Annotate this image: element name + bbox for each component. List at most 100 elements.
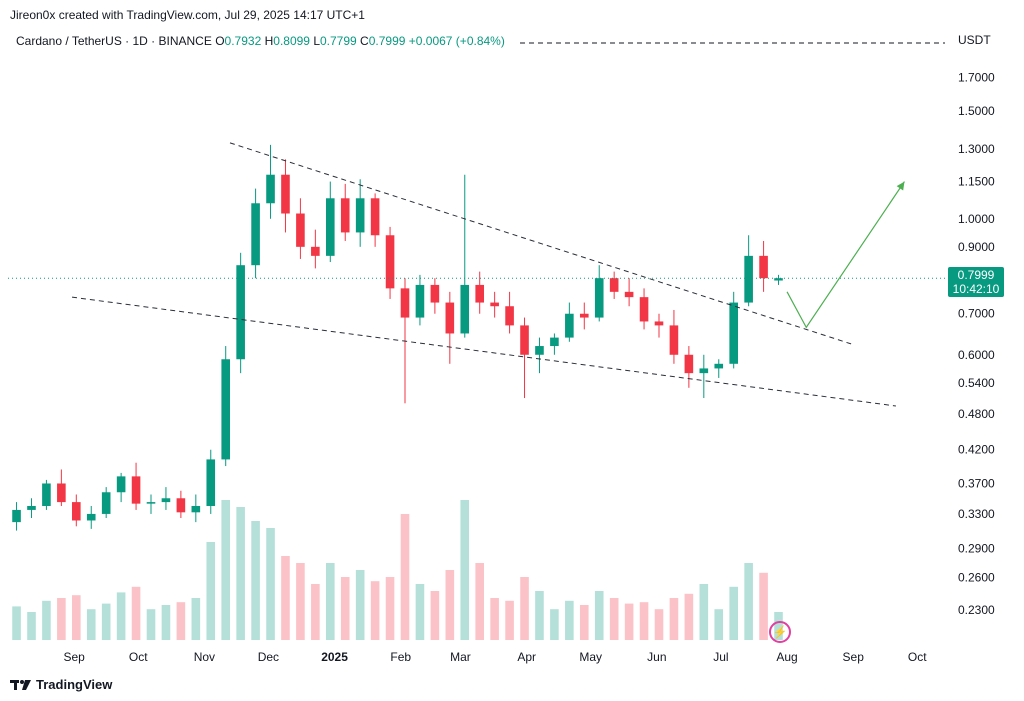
price-tick-label: 0.6000 [958,348,995,362]
price-tick-label: 0.4800 [958,407,995,421]
volume-bar [370,581,380,640]
volume-bar [131,586,141,640]
candle-body [594,278,604,318]
volume-bar [42,600,51,640]
time-tick-label: Nov [194,650,215,664]
last-price-value: 0.7999 [957,268,995,282]
candle-body [12,509,21,523]
high-label: H [264,34,274,48]
volume-bar [12,606,21,640]
candle-body [206,459,216,506]
tradingview-logo-icon [10,679,31,690]
candle-body [550,337,559,347]
volume-bar [505,600,514,640]
volume-bar [176,602,186,640]
time-tick-label: Oct [908,650,927,664]
volume-bar [311,584,320,640]
volume-bar [550,609,559,640]
volume-bar [57,598,66,640]
volume-bar [624,603,634,640]
candle-body [654,321,664,326]
trendlines [71,142,896,407]
volume-bar [340,577,350,640]
trendline [71,296,896,407]
price-tick-label: 0.3300 [958,507,995,521]
volume-bar [594,591,604,640]
candle-body [609,278,619,292]
price-tick-label: 0.2900 [958,541,995,555]
candle-body [759,255,768,279]
candle-body [251,203,260,266]
volume-bar [759,572,768,640]
volume-bar [161,605,171,640]
volume-bar [266,528,275,640]
candle-body [221,359,231,460]
candle-body [311,246,320,256]
price-tick-label: 0.2600 [958,570,995,584]
volume-bar [729,586,738,640]
volume-bar [325,563,335,640]
volume-bar [565,600,574,640]
symbol-name: Cardano / TetherUS · 1D · BINANCE [16,34,212,48]
candle-body [161,498,171,503]
volume-bar [281,556,290,640]
candle-body [520,325,529,355]
volume-bar [445,570,455,640]
volume-bar [475,563,485,640]
symbol-legend[interactable]: Cardano / TetherUS · 1D · BINANCE O0.793… [16,34,505,48]
volume-bar [191,598,201,640]
time-tick-label: Dec [258,650,279,664]
candle-body [475,284,485,303]
price-tick-label: 1.7000 [958,71,995,85]
tradingview-branding[interactable]: TradingView [10,677,112,692]
candle-body [669,325,679,355]
candle-body [266,174,275,204]
price-tick-label: 0.5400 [958,376,995,390]
candle-body [535,346,544,355]
candle-body [565,313,574,338]
volume-bar [72,595,81,640]
candle-body [86,513,96,521]
volume-bar [86,609,96,640]
candle-body [505,306,514,326]
lightning-icon[interactable]: ⚡ [769,621,791,643]
candle-body [774,278,783,281]
price-tick-label: 0.7000 [958,307,995,321]
projection-path [786,181,905,329]
low-value: 0.7799 [320,34,357,48]
time-tick-label: Jul [713,650,728,664]
volume-bar [669,598,679,640]
price-tick-label: 1.5000 [958,104,995,118]
candle-body [281,174,290,214]
candle-body [684,354,694,374]
close-label: C [360,34,369,48]
candle-body [325,198,335,256]
currency-label[interactable]: USDT [958,33,991,47]
time-axis: Sep Oct Nov Dec 2025 Feb Mar Apr May Jun Jul Aug Sep… [63,650,927,664]
volume-bar [27,612,36,640]
candle-body [131,476,141,504]
candle-body [176,498,186,513]
low-label: L [313,34,320,48]
candle-body [296,213,305,247]
price-tick-label: 0.2300 [958,603,995,617]
volume-bar [490,598,499,640]
projection-arrowhead [896,181,905,191]
price-tick-label: 0.9000 [958,240,995,254]
candle-body [699,368,709,374]
time-tick-label: May [579,650,602,664]
volume-bars [12,500,783,640]
last-price-tag: 0.7999 10:42:10 [948,267,1004,297]
candle-body [116,476,126,493]
volume-bar [296,563,305,640]
change-value: +0.0067 (+0.84%) [408,34,505,48]
candle-body [236,265,245,360]
volume-bar [101,603,111,640]
candle-body [624,291,634,298]
close-value: 0.7999 [368,34,406,48]
candle-body [42,483,51,506]
projection-arrow [786,181,905,329]
candle-body [445,302,455,334]
bar-countdown: 10:42:10 [952,282,1000,296]
